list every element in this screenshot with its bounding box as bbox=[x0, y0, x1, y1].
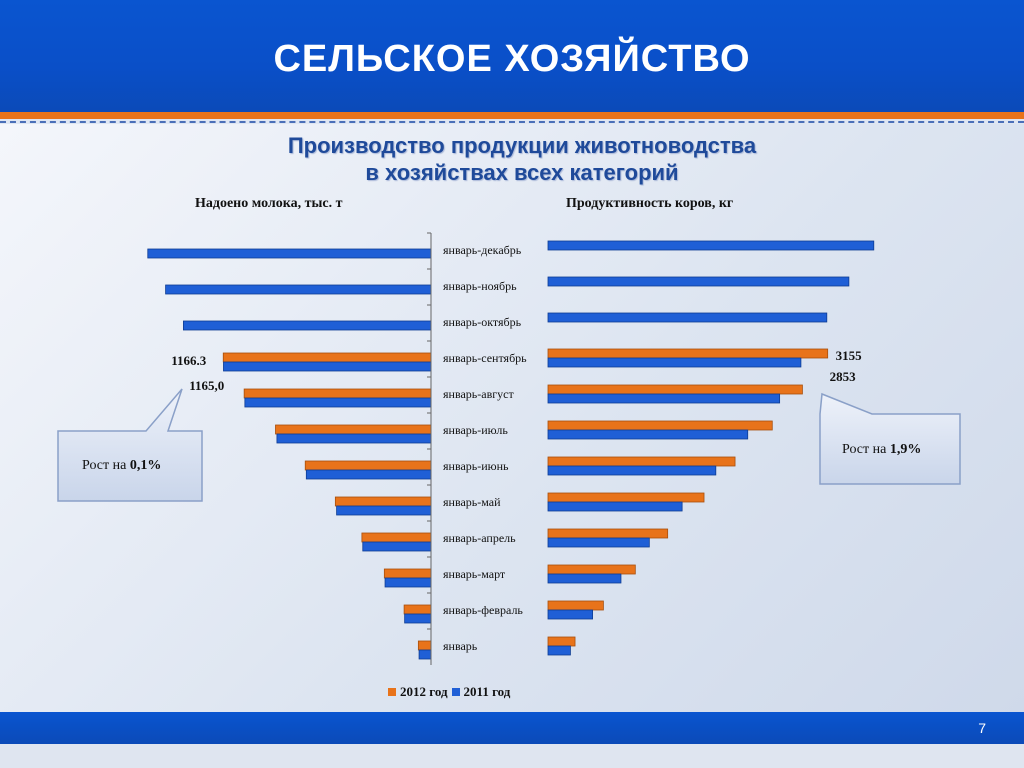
milk-bar-2011 bbox=[276, 433, 432, 444]
page-number: 7 bbox=[978, 720, 986, 736]
productivity-bar-2012 bbox=[547, 492, 705, 503]
subtitle-line-2: в хозяйствах всех категорий bbox=[365, 160, 679, 185]
productivity-bar-2012 bbox=[547, 528, 669, 539]
right-callout bbox=[819, 392, 961, 485]
productivity-bar-2011 bbox=[547, 357, 802, 368]
productivity-2012-value-label: 3155 bbox=[836, 348, 863, 363]
milk-bar-2011 bbox=[336, 505, 432, 516]
legend-swatch-2011 bbox=[451, 688, 460, 696]
milk-bar-2011 bbox=[404, 613, 432, 624]
milk-bar-2011 bbox=[223, 361, 432, 372]
month-label: январь-июнь bbox=[443, 459, 509, 473]
milk-bar-2011 bbox=[183, 320, 432, 331]
milk-2011-value-label: 1165,0 bbox=[189, 378, 224, 393]
left-callout-text: Рост на 0,1% bbox=[82, 458, 161, 474]
center-axis bbox=[427, 232, 432, 665]
productivity-bar-2012 bbox=[547, 420, 773, 431]
month-label: январь-октябрь bbox=[443, 315, 522, 329]
milk-bar-2012 bbox=[304, 460, 432, 471]
milk-bar-2012 bbox=[383, 568, 432, 579]
right-callout-prefix: Рост на bbox=[842, 442, 890, 457]
month-label: январь-ноябрь bbox=[443, 279, 517, 293]
month-label: январь-апрель bbox=[443, 531, 516, 545]
productivity-bar-2012 bbox=[547, 384, 803, 395]
productivity-bar-2012 bbox=[547, 348, 829, 359]
chart-legend: 2012 год 2011 год bbox=[388, 684, 510, 700]
value-labels: 1166.3 1165,0 3155 2853 bbox=[171, 348, 862, 393]
legend-swatch-2012 bbox=[388, 688, 396, 696]
productivity-bar-2011 bbox=[547, 276, 850, 287]
milk-bar-2012 bbox=[275, 424, 432, 435]
month-label: январь-февраль bbox=[443, 603, 523, 617]
left-chart-title: Надоено молока, тыс. т bbox=[195, 196, 343, 211]
left-callout-value: 0,1% bbox=[129, 458, 162, 473]
right-chart-title: Продуктивность коров, кг bbox=[566, 196, 734, 211]
right-bars-group bbox=[547, 240, 875, 656]
left-callout-prefix: Рост на bbox=[82, 458, 130, 473]
month-label: январь-июль bbox=[443, 423, 508, 437]
milk-bar-2012 bbox=[361, 532, 432, 543]
legend-label-2011: 2011 год bbox=[463, 684, 511, 699]
milk-bar-2011 bbox=[244, 397, 432, 408]
milk-bar-2011 bbox=[362, 541, 432, 552]
dashed-divider bbox=[0, 121, 1024, 123]
legend-label-2012: 2012 год bbox=[400, 684, 448, 699]
milk-bar-2012 bbox=[222, 352, 432, 363]
productivity-bar-2011 bbox=[547, 312, 828, 323]
chart-subtitle: Производство продукции животноводства в … bbox=[0, 132, 1024, 186]
right-callout-text: Рост на 1,9% bbox=[842, 442, 921, 458]
milk-bar-2012 bbox=[403, 604, 432, 615]
chart-svg: январь-декабрь январь-ноябрь январь-октябр… bbox=[147, 232, 875, 665]
milk-2012-value-label: 1166.3 bbox=[171, 353, 207, 368]
month-label: январь-март bbox=[443, 567, 506, 581]
productivity-bar-2011 bbox=[547, 465, 717, 476]
month-label: январь-сентябрь bbox=[443, 351, 527, 365]
productivity-2011-value-label: 2853 bbox=[830, 369, 857, 384]
month-label: январь-август bbox=[443, 387, 514, 401]
page-title: СЕЛЬСКОЕ ХОЗЯЙСТВО bbox=[273, 38, 751, 80]
left-callout bbox=[57, 388, 203, 502]
right-callout-value: 1,9% bbox=[889, 442, 922, 457]
month-label: январь bbox=[443, 639, 478, 653]
milk-bar-2011 bbox=[165, 284, 432, 295]
footer-bar: 7 bbox=[0, 712, 1024, 744]
month-label: январь-май bbox=[443, 495, 501, 509]
productivity-bar-2011 bbox=[547, 240, 875, 251]
productivity-bar-2012 bbox=[547, 636, 576, 647]
productivity-bar-2012 bbox=[547, 456, 736, 467]
productivity-bar-2011 bbox=[547, 645, 571, 656]
productivity-bar-2011 bbox=[547, 537, 650, 548]
milk-bar-2012 bbox=[334, 496, 432, 507]
productivity-bar-2012 bbox=[547, 564, 636, 575]
productivity-bar-2011 bbox=[547, 393, 781, 404]
milk-bar-2011 bbox=[418, 649, 432, 660]
month-label: январь-декабрь bbox=[443, 243, 522, 257]
orange-divider bbox=[0, 112, 1024, 119]
milk-bar-2012 bbox=[243, 388, 432, 399]
milk-bar-2011 bbox=[147, 248, 432, 259]
milk-bar-2011 bbox=[305, 469, 432, 480]
productivity-bar-2011 bbox=[547, 609, 593, 620]
productivity-bar-2011 bbox=[547, 501, 683, 512]
left-bars-group bbox=[147, 248, 432, 660]
subtitle-line-1: Производство продукции животноводства bbox=[287, 133, 757, 158]
productivity-bar-2011 bbox=[547, 573, 622, 584]
milk-bar-2012 bbox=[417, 640, 432, 651]
bottom-strip bbox=[0, 744, 1024, 768]
productivity-bar-2012 bbox=[547, 600, 604, 611]
header-bar: СЕЛЬСКОЕ ХОЗЯЙСТВО bbox=[0, 0, 1024, 112]
productivity-bar-2011 bbox=[547, 429, 749, 440]
month-labels: январь-декабрь январь-ноябрь январь-октябр… bbox=[443, 243, 527, 653]
milk-bar-2011 bbox=[384, 577, 432, 588]
